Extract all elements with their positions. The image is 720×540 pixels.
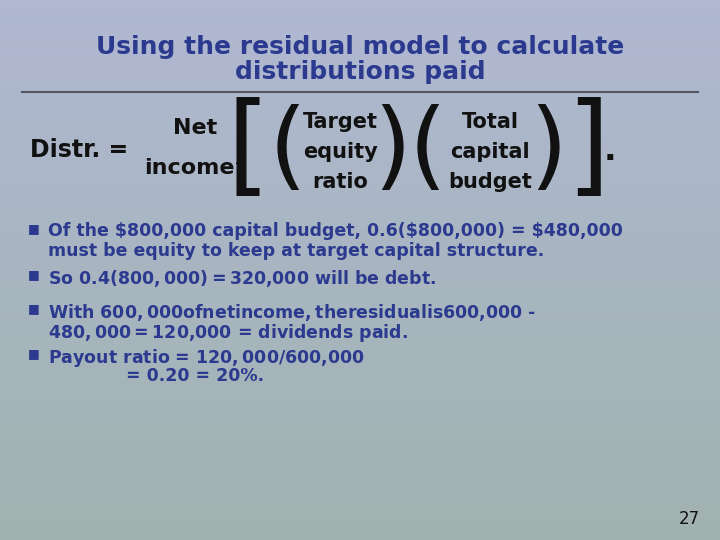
Text: ): ) bbox=[529, 104, 567, 197]
Text: capital: capital bbox=[450, 142, 530, 162]
Text: Using the residual model to calculate: Using the residual model to calculate bbox=[96, 35, 624, 59]
Text: Payout ratio = $120,000/$600,000: Payout ratio = $120,000/$600,000 bbox=[48, 347, 365, 369]
Text: [: [ bbox=[226, 97, 269, 204]
Text: must be equity to keep at target capital structure.: must be equity to keep at target capital… bbox=[48, 242, 544, 260]
Text: equity: equity bbox=[302, 142, 377, 162]
Text: ]: ] bbox=[567, 97, 610, 204]
Text: Total: Total bbox=[462, 112, 518, 132]
Text: 27: 27 bbox=[679, 510, 700, 528]
Text: (: ( bbox=[409, 104, 447, 197]
Text: ■: ■ bbox=[28, 268, 40, 281]
Text: income⁻: income⁻ bbox=[144, 158, 246, 178]
Text: Of the $800,000 capital budget, 0.6($800,000) = $480,000: Of the $800,000 capital budget, 0.6($800… bbox=[48, 222, 623, 240]
Text: Target: Target bbox=[302, 112, 377, 132]
Text: distributions paid: distributions paid bbox=[235, 60, 485, 84]
Text: budget: budget bbox=[448, 172, 532, 192]
Text: Distr. =: Distr. = bbox=[30, 138, 128, 162]
Text: ): ) bbox=[373, 104, 411, 197]
Text: (: ( bbox=[269, 104, 307, 197]
Text: ■: ■ bbox=[28, 222, 40, 235]
Text: With $600,000 of net income, the residual is $600,000 -: With $600,000 of net income, the residua… bbox=[48, 302, 536, 323]
Text: = 0.20 = 20%.: = 0.20 = 20%. bbox=[48, 367, 264, 385]
Text: $480,000 = $120,000 = dividends paid.: $480,000 = $120,000 = dividends paid. bbox=[48, 322, 408, 344]
Text: ■: ■ bbox=[28, 302, 40, 315]
Text: ■: ■ bbox=[28, 347, 40, 360]
Text: ratio: ratio bbox=[312, 172, 368, 192]
Text: So 0.4($800,000) = $320,000 will be debt.: So 0.4($800,000) = $320,000 will be debt… bbox=[48, 268, 436, 289]
Text: .: . bbox=[603, 133, 616, 166]
Text: Net: Net bbox=[173, 118, 217, 138]
